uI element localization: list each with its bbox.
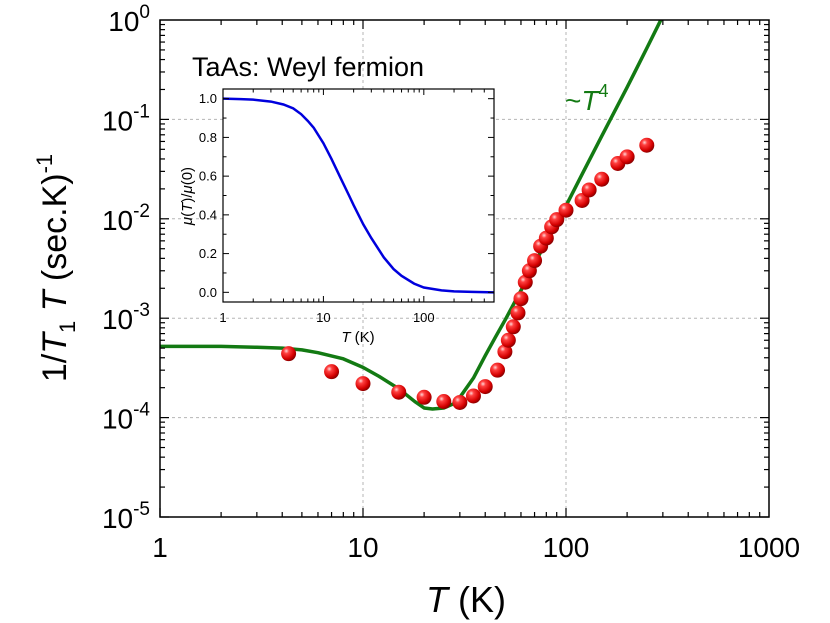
y-tick-label: 100 <box>108 2 150 37</box>
inset-line <box>223 97 494 294</box>
y-tick-label: 10-3 <box>102 300 150 335</box>
x-tick-label: 100 <box>543 532 590 563</box>
fit-label: ~T4 <box>565 81 608 116</box>
y-tick-label: 10-5 <box>102 499 150 534</box>
x-axis-title: T (K) <box>426 579 506 620</box>
y-axis-title: 1/T1 T (sec.K)-1 <box>32 154 80 382</box>
inset-y-tick-label: 1.0 <box>199 91 217 106</box>
data-point <box>594 171 610 187</box>
data-point <box>639 137 655 153</box>
inset-y-tick-label: 0.4 <box>199 207 217 222</box>
data-point <box>355 376 371 392</box>
inset-y-tick-label: 0.0 <box>199 285 217 300</box>
y-tick-label: 10-2 <box>102 201 150 236</box>
inset-y-tick-label: 0.6 <box>199 169 217 184</box>
x-tick-label: 1 <box>152 532 168 563</box>
fit-label-prefix: ~ <box>565 85 581 116</box>
data-point <box>281 346 297 362</box>
inset-y-tick-label: 0.8 <box>199 130 217 145</box>
y-tick-label: 10-4 <box>102 400 150 435</box>
y-tick-label: 10-1 <box>102 101 150 136</box>
inset-x-tick-label: 1 <box>219 310 226 325</box>
inset-x-tick-label: 100 <box>413 310 435 325</box>
data-point <box>558 202 574 218</box>
data-point <box>465 388 481 404</box>
data-point <box>391 384 407 400</box>
data-point <box>497 344 513 360</box>
data-point <box>436 394 452 410</box>
main-plot-area <box>160 20 663 411</box>
data-point <box>324 364 340 380</box>
inset-chart: 1 10 100 0.0 0.2 0.4 0.6 0.8 1.0 <box>199 88 495 325</box>
chart-label: TaAs: Weyl fermion <box>192 52 424 82</box>
data-point <box>513 291 529 307</box>
fit-label-exp: 4 <box>598 81 608 101</box>
main-axes: 1 10 100 1000 10-5 10-4 10-3 10-2 10-1 100 <box>102 2 800 563</box>
inset-plot-area <box>223 97 494 294</box>
data-point <box>527 253 543 269</box>
fit-label-var: T <box>581 85 600 116</box>
data-point <box>549 212 565 228</box>
data-point <box>581 182 597 198</box>
main-frame <box>159 19 770 518</box>
data-point <box>538 230 554 246</box>
data-point <box>500 332 516 348</box>
data-point <box>452 394 468 410</box>
data-point <box>510 305 526 321</box>
data-point <box>416 389 432 405</box>
inset-y-axis-title: μ(T)/μ(0) <box>179 167 196 226</box>
data-point <box>619 149 635 165</box>
data-point <box>477 379 493 395</box>
inset-x-tick-label: 10 <box>316 310 330 325</box>
data-point <box>517 274 533 290</box>
inset-x-axis-title: T (K) <box>341 329 374 346</box>
inset-axes: 1 10 100 0.0 0.2 0.4 0.6 0.8 1.0 <box>199 88 495 325</box>
x-tick-label: 1000 <box>738 532 800 563</box>
inset-y-tick-label: 0.2 <box>199 246 217 261</box>
data-point <box>490 362 506 378</box>
data-point <box>505 319 521 335</box>
x-tick-label: 10 <box>347 532 378 563</box>
